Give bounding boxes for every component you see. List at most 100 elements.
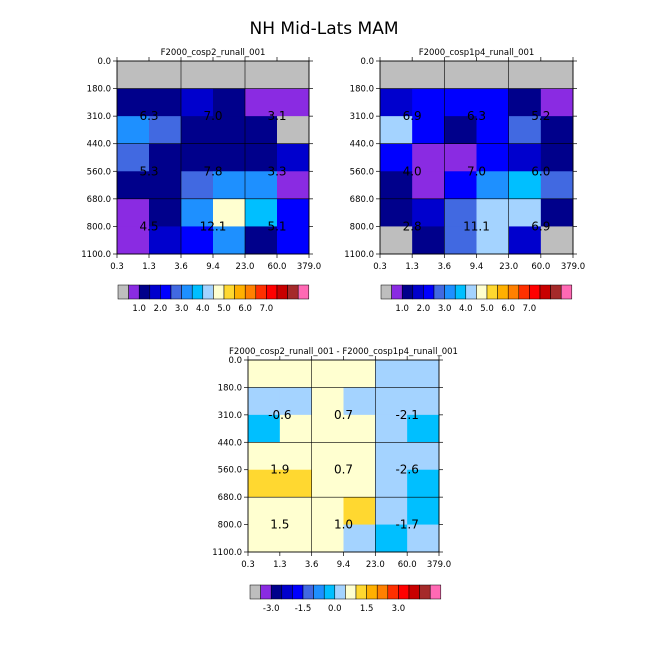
heatmap-cell: [248, 524, 281, 553]
heatmap-cell: [181, 226, 214, 255]
heatmap-cell: [540, 226, 574, 255]
legend-label: 6.0: [501, 304, 515, 314]
heatmap-cell: [117, 88, 150, 117]
x-tick-label: 3.6: [174, 262, 188, 272]
heatmap-cell: [181, 88, 214, 117]
heatmap-cell: [407, 469, 440, 498]
heatmap-cell: [343, 469, 376, 498]
heatmap-cell: [444, 116, 477, 145]
heatmap-cell: [476, 171, 510, 200]
legend-swatch: [355, 584, 367, 600]
group-value-label: 6.3: [467, 109, 486, 123]
legend-swatch: [529, 284, 541, 300]
y-tick-label: 180.0: [218, 383, 242, 393]
heatmap-cell: [508, 226, 542, 255]
y-tick-label: 0.0: [360, 57, 374, 67]
heatmap-cell: [508, 116, 542, 145]
heatmap-cell: [407, 387, 440, 416]
x-tick-label: 60.0: [268, 262, 287, 272]
y-tick-label: 560.0: [218, 466, 242, 476]
heatmap-cell: [149, 198, 182, 227]
legend-swatch: [287, 284, 299, 300]
legend-swatch: [149, 284, 161, 300]
x-tick-label: 0.3: [241, 560, 255, 570]
heatmap-cell: [213, 116, 246, 145]
heatmap-cell: [380, 88, 413, 117]
panel-title: F2000_cosp2_runall_001 - F2000_cosp1p4_r…: [229, 347, 458, 357]
y-tick-label: 680.0: [218, 493, 242, 503]
heatmap-cell: [540, 198, 574, 227]
y-tick-label: 800.0: [350, 222, 374, 232]
legend-swatch: [260, 584, 272, 600]
heatmap-cell: [245, 88, 278, 117]
heatmap-cell: [412, 116, 445, 145]
x-tick-label: 60.0: [398, 560, 417, 570]
legend-swatch: [539, 284, 551, 300]
legend-swatch: [398, 584, 410, 600]
x-tick-label: 9.4: [206, 262, 220, 272]
legend-label: 3.0: [175, 304, 189, 314]
x-tick-label: 379.0: [561, 262, 585, 272]
heatmap-cell: [311, 414, 344, 443]
heatmap-cell: [311, 387, 344, 416]
heatmap-cell: [245, 61, 278, 90]
legend-swatch: [138, 284, 151, 300]
heatmap-cell: [476, 226, 510, 255]
x-tick-label: 23.0: [236, 262, 255, 272]
heatmap-cell: [181, 171, 214, 200]
y-tick-label: 310.0: [218, 411, 242, 421]
legend-swatch: [323, 584, 336, 600]
y-tick-label: 180.0: [87, 85, 111, 95]
heatmap-cell: [181, 143, 214, 172]
x-tick-label: 1.3: [405, 262, 419, 272]
heatmap-cell: [181, 116, 214, 145]
heatmap-cell: [343, 524, 376, 553]
legend-swatch: [202, 284, 214, 300]
group-value-label: 7.0: [203, 109, 222, 123]
group-value-label: 0.7: [334, 463, 353, 477]
heatmap-cell: [540, 171, 574, 200]
legend-swatch: [387, 584, 399, 600]
group-value-label: 11.1: [463, 219, 490, 233]
heatmap-cell: [540, 116, 574, 145]
legend-swatch: [429, 584, 442, 600]
heatmap-cell: [311, 524, 344, 553]
legend-swatch: [117, 284, 129, 300]
heatmap-cell: [311, 360, 344, 388]
legend-swatch: [408, 584, 420, 600]
x-tick-label: 9.4: [337, 560, 351, 570]
legend-label: 1.0: [132, 304, 146, 314]
y-tick-label: 560.0: [350, 167, 374, 177]
heatmap-cell: [380, 61, 413, 90]
heatmap-cell: [245, 116, 278, 145]
group-value-label: 5.1: [267, 219, 286, 233]
legend-label: -3.0: [263, 604, 280, 614]
x-tick-label: 3.6: [305, 560, 319, 570]
legend-swatch: [454, 284, 467, 300]
y-tick-label: 0.0: [97, 57, 111, 67]
legend-swatch: [302, 584, 314, 600]
heatmap-cell: [245, 143, 278, 172]
legend-swatch: [234, 284, 246, 300]
heatmap-cell: [380, 226, 413, 255]
legend-label: 7.0: [523, 304, 537, 314]
group-value-label: -2.1: [395, 408, 418, 422]
heatmap-cell: [407, 524, 440, 553]
heatmap-cell: [149, 88, 182, 117]
legend-label: 4.0: [459, 304, 473, 314]
heatmap-cell: [380, 116, 413, 145]
heatmap-cell: [412, 226, 445, 255]
heatmap-cell: [508, 88, 542, 117]
group-value-label: 3.1: [267, 109, 286, 123]
y-tick-label: 440.0: [350, 140, 374, 150]
heatmap-cell: [508, 143, 542, 172]
legend-swatch: [266, 284, 278, 300]
legend-label: 3.0: [392, 604, 406, 614]
heatmap-cell: [412, 61, 445, 90]
legend-swatch: [313, 584, 325, 600]
heatmap-cell: [181, 198, 214, 227]
heatmap-cell: [375, 524, 408, 553]
heatmap-cell: [343, 442, 376, 471]
group-value-label: -0.6: [268, 408, 291, 422]
heatmap-cell: [245, 171, 278, 200]
